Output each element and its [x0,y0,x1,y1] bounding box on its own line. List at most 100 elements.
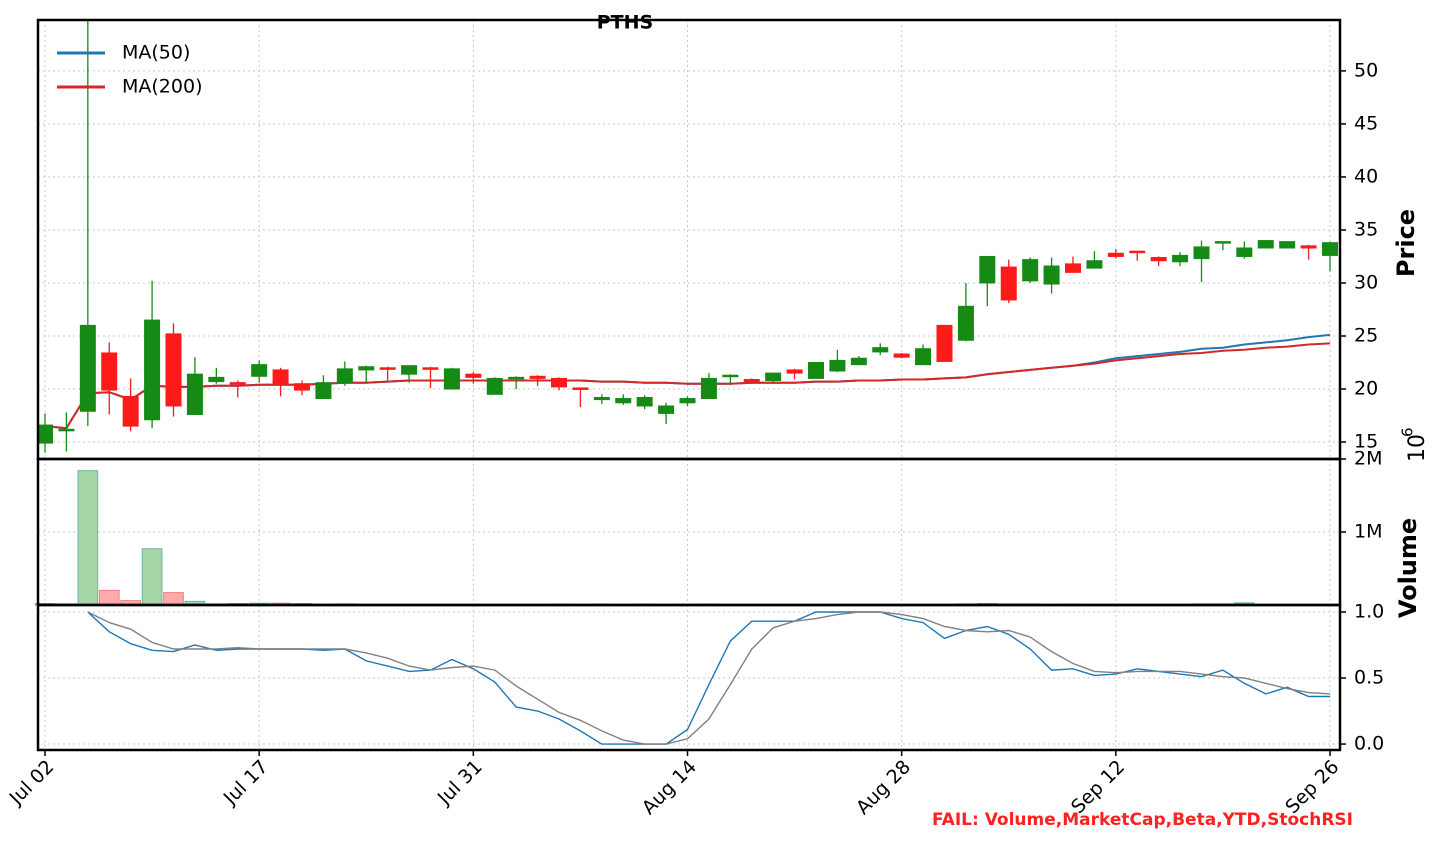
y-tick-label: 40 [1354,165,1378,187]
bar [98,589,120,606]
y-tick-label: 25 [1354,324,1378,346]
offset-label: 10 6 [1399,427,1431,462]
candle-body [1322,242,1338,256]
offset-base: 10 [1405,434,1430,462]
y-tick-label: 35 [1354,218,1378,240]
grid-layer [38,20,1340,750]
candle-body [1193,246,1210,260]
candle-body [1129,250,1146,254]
y-tick-label: 2M [1354,448,1382,470]
candle-body [700,377,717,400]
candle-body [186,373,203,415]
candle-body [336,368,353,384]
y-tick-label: 15 [1354,431,1378,453]
candle-body [443,368,460,390]
bar [77,470,99,606]
candle-body [422,367,439,370]
y-axis-label: Volume [1394,518,1422,618]
y-tick-label: 50 [1354,59,1378,81]
candle-body [615,398,632,404]
candle-body [529,375,546,379]
candle-body [165,333,182,407]
candle-body [658,405,675,414]
candle-body [915,348,932,366]
candle-body [1043,265,1060,285]
y-axis-label: Price [1392,209,1420,277]
y-tick-label: 0.5 [1354,667,1384,689]
candle-body [829,359,846,372]
x-tick-label: Jul 02 [5,756,59,810]
x-tick-label: Aug 14 [638,756,701,819]
candle-body [251,364,268,377]
candle-body [957,305,974,341]
candle-body [979,255,996,284]
candle-body [1172,254,1189,263]
panel-frame [36,603,1342,752]
candle-body [37,424,53,444]
frame-layer [36,18,1346,756]
candle-body [379,367,396,370]
line [87,611,1331,745]
candle-body [358,366,375,371]
y-tick-label: 45 [1354,112,1378,134]
candle-body [1022,259,1039,282]
candle-body [765,372,782,382]
candle-body [1000,266,1017,301]
candle-body [572,387,589,390]
x-tick-label: Jul 17 [219,756,273,810]
y-tick-label: 0.0 [1354,733,1384,755]
candle-body [893,353,910,358]
candle-body [294,383,310,391]
bar [141,548,163,606]
candle-body [872,347,889,353]
y-tick-label: 30 [1354,271,1378,293]
candle-body [1300,245,1317,249]
candle-body [144,319,161,421]
candle-body [786,369,803,374]
candle-body [1107,252,1124,257]
candle-body [315,382,332,400]
candle-body [593,396,610,401]
legend-label: MA(200) [122,76,202,98]
candle-body [465,373,482,378]
candle-body [850,357,867,366]
candle-body [808,362,824,379]
candle-body [1236,247,1253,257]
x-tick-label: Jul 31 [433,756,487,810]
candle-body [272,369,289,385]
candle-body [551,377,567,388]
y-tick-label: 1.0 [1354,600,1384,622]
x-tick-label: Sep 12 [1067,756,1129,818]
candle-body [508,376,525,380]
candle-body [208,376,225,383]
bar [163,592,184,606]
candle-body [79,324,96,412]
panel-frame [36,18,1342,461]
footer-note: FAIL: Volume,MarketCap,Beta,YTD,StochRSI [932,810,1353,830]
candle-body [1214,241,1231,244]
y-tick-label: 1M [1354,521,1382,543]
candle-body [722,374,739,378]
candle-body [743,378,760,383]
candle-body [1257,240,1274,249]
chart-title: PTHS [597,12,653,34]
legend-label: MA(50) [122,42,190,64]
y-tick-label: 20 [1354,378,1378,400]
candle-body [229,382,246,385]
offset-exponent: 6 [1399,427,1417,437]
candle-body [122,395,139,427]
x-tick-label: Sep 26 [1281,756,1343,818]
x-tick-label: Aug 28 [852,756,915,819]
candle-body [101,352,118,391]
candle-body [58,428,75,432]
candle-body [1279,241,1296,249]
candle-body [401,365,418,375]
candle-body [936,324,953,362]
candle-body [486,377,503,395]
line [44,342,1331,430]
candle-body [636,396,653,407]
candle-body [679,398,696,404]
candle-body [1065,263,1081,273]
candle-body [1086,260,1103,269]
